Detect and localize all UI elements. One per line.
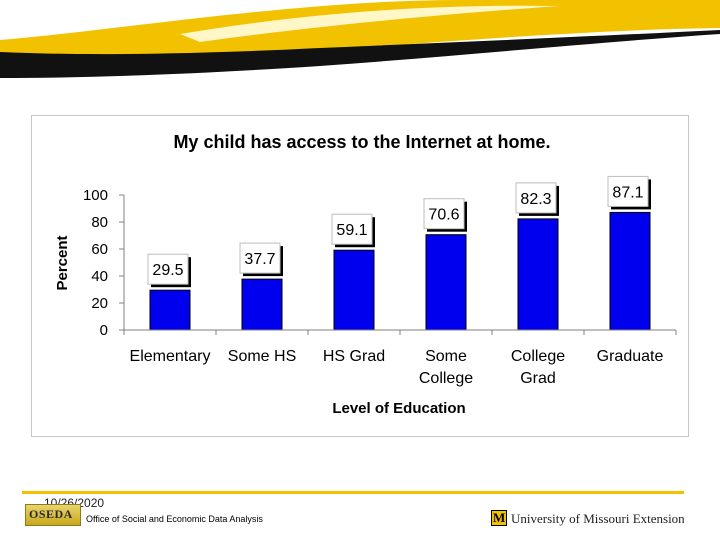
data-label: 59.1 — [336, 222, 367, 239]
x-category-label: Graduate — [597, 348, 664, 365]
x-category-label: College — [511, 348, 565, 365]
banner-black-swoosh — [0, 30, 720, 78]
x-category-label: Grad — [520, 370, 556, 387]
data-label: 87.1 — [612, 184, 643, 201]
top-banner-decoration — [0, 0, 720, 78]
chart-panel: My child has access to the Internet at h… — [31, 115, 689, 437]
bar — [609, 211, 651, 331]
data-label-box — [331, 213, 373, 245]
bar-chart: My child has access to the Internet at h… — [54, 132, 677, 417]
x-category-label: HS Grad — [323, 348, 385, 365]
data-label-box — [515, 182, 557, 214]
mu-logo: M — [491, 510, 507, 526]
y-tick-label: 20 — [91, 295, 108, 312]
footer-divider — [22, 491, 684, 494]
banner-light-stripe — [180, 5, 560, 42]
bar — [149, 289, 191, 331]
y-axis-title: Percent — [54, 235, 71, 290]
chart-title: My child has access to the Internet at h… — [173, 132, 550, 152]
data-label-box — [239, 242, 281, 274]
y-axis-ticks: 100 80 60 40 20 0 — [83, 187, 677, 339]
x-axis-title: Level of Education — [332, 400, 465, 417]
data-label: 29.5 — [152, 262, 183, 279]
y-tick-label: 80 — [91, 214, 108, 231]
x-category-label: Some — [425, 348, 467, 365]
bar — [425, 234, 467, 331]
data-label-box — [423, 198, 465, 230]
y-tick-label: 60 — [91, 241, 108, 258]
x-category-label: Elementary — [130, 348, 211, 365]
bar — [517, 218, 559, 331]
data-label-box — [607, 175, 649, 207]
bar — [333, 249, 375, 331]
banner-yellow-swoosh — [0, 0, 720, 62]
data-labels-group: 29.5 37.7 59.1 70.6 82.3 87.1 — [147, 175, 651, 288]
x-category-label: Some HS — [228, 348, 296, 365]
mu-logo-letter: M — [493, 510, 506, 525]
oseda-logo: OSEDA — [25, 504, 81, 526]
oseda-logo-text: OSEDA — [29, 507, 73, 521]
category-labels-group: Elementary Some HS HS Grad Some College Colle… — [130, 348, 664, 387]
data-label: 82.3 — [520, 191, 551, 208]
y-tick-label: 0 — [100, 322, 108, 339]
data-label-box — [147, 253, 189, 285]
x-category-label: College — [419, 370, 473, 387]
footer-office-name: Office of Social and Economic Data Analy… — [86, 514, 263, 524]
y-tick-label: 40 — [91, 268, 108, 285]
bar — [241, 278, 283, 331]
footer-university-name: University of Missouri Extension — [511, 511, 685, 526]
data-label: 37.7 — [244, 251, 275, 268]
bars-group — [149, 211, 651, 331]
data-label: 70.6 — [428, 207, 459, 224]
y-tick-label: 100 — [83, 187, 108, 204]
